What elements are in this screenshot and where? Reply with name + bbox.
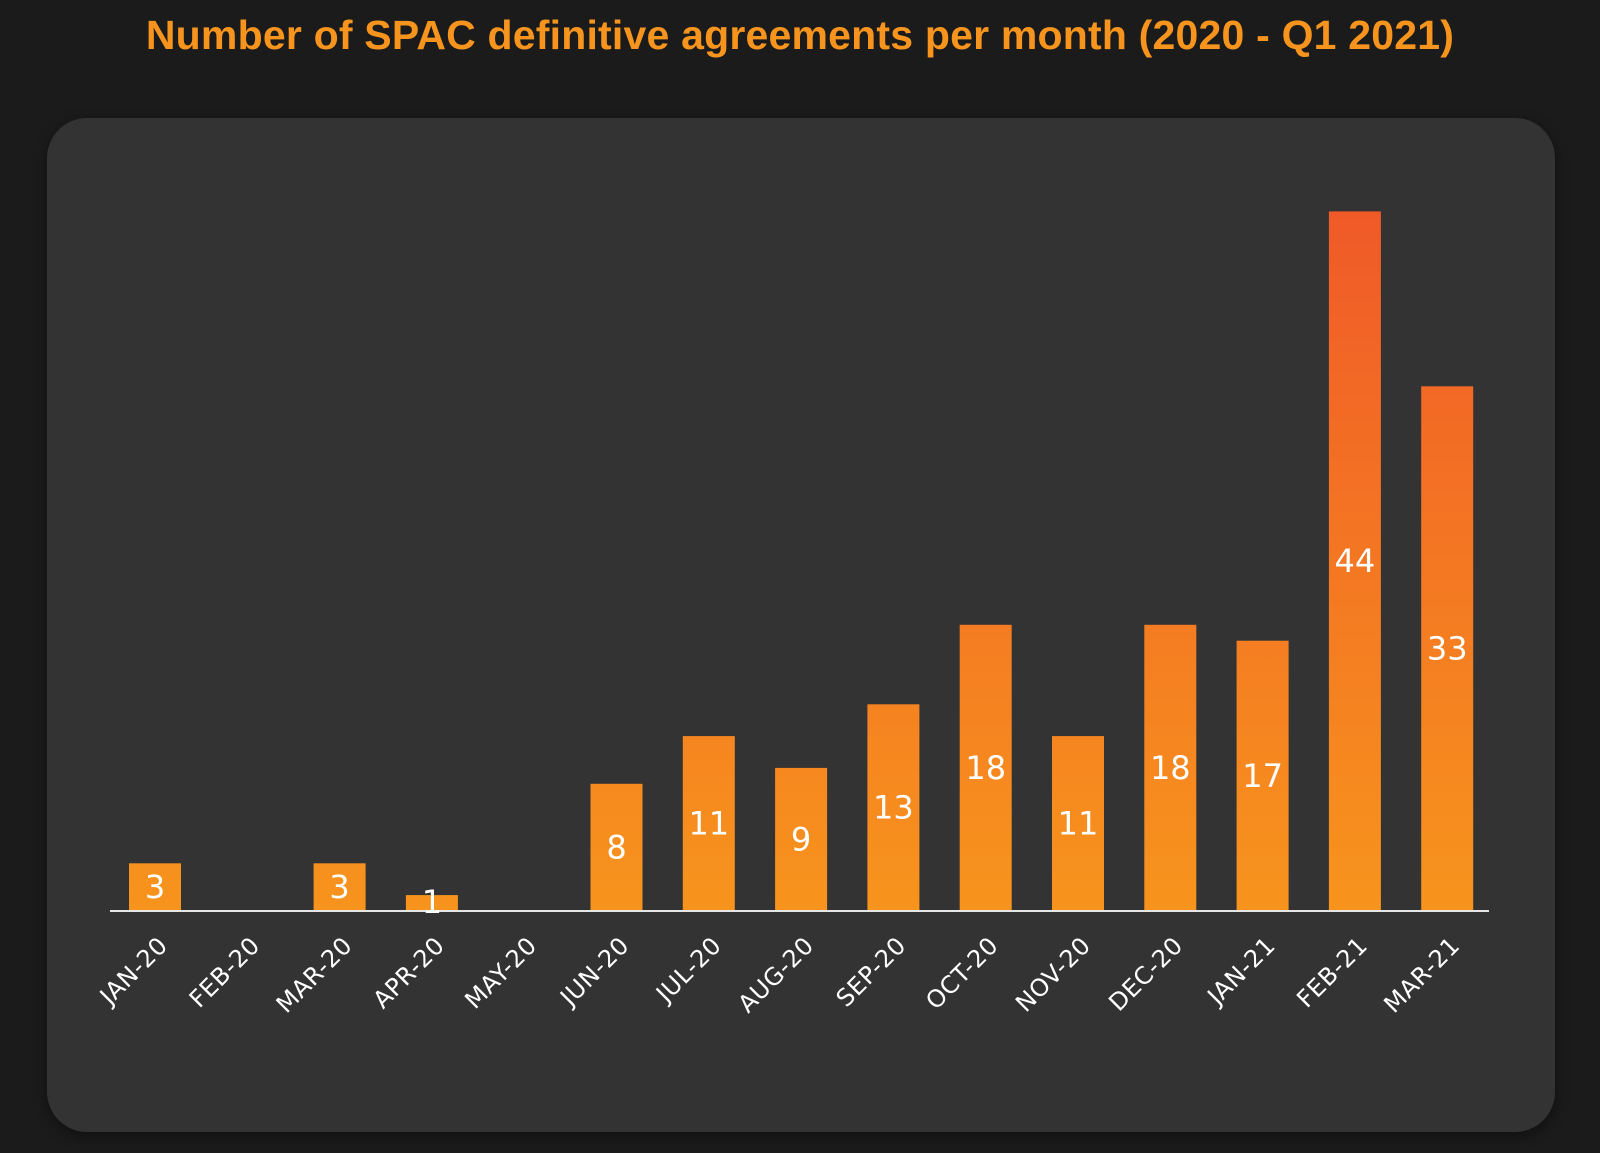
x-tick-label-dec-20: DEC-20 [1103, 931, 1188, 1016]
x-tick-label-apr-20: APR-20 [368, 931, 451, 1014]
bar-value-label-feb-21: 44 [1335, 542, 1376, 580]
bar-apr-20 [405, 895, 458, 911]
x-tick-label-sep-20: SEP-20 [831, 931, 912, 1012]
bar-value-label-mar-21: 33 [1427, 630, 1468, 668]
x-tick-label-jan-20: JAN-20 [93, 931, 173, 1011]
x-tick-label-aug-20: AUG-20 [733, 931, 820, 1018]
x-axis-tick-labels: JAN-20 FEB-20 MAR-20 APR-20 MAY-20 JUN-20 JUL-… [93, 931, 1465, 1018]
bar-value-label-oct-20: 18 [965, 749, 1006, 787]
bar-feb-21 [1328, 211, 1381, 911]
bar-oct-20 [959, 624, 1012, 911]
x-tick-label-oct-20: OCT-20 [920, 931, 1004, 1015]
x-tick-label-mar-21: MAR-21 [1378, 931, 1465, 1018]
bar-value-label-sep-20: 13 [873, 789, 914, 827]
bar-mar-20 [313, 863, 366, 911]
chart-title: Number of SPAC definitive agreements per… [145, 12, 1455, 58]
bar-jan-20 [129, 863, 181, 911]
x-tick-label-jun-20: JUN-20 [554, 931, 635, 1012]
bar-mar-21 [1421, 386, 1474, 911]
bar-jul-20 [682, 736, 735, 911]
bar-value-label-mar-20: 3 [329, 868, 349, 906]
x-tick-label-nov-20: NOV-20 [1010, 931, 1096, 1017]
x-tick-label-jul-20: JUL-20 [649, 931, 727, 1009]
bars-layer [129, 211, 1474, 911]
bar-value-label-aug-20: 9 [791, 821, 811, 859]
chart-panel: 3 3 1 8 11 9 13 18 11 18 17 44 33 JAN-20 FEB-20 MAR-20… [47, 118, 1555, 1132]
bar-jun-20 [590, 783, 643, 911]
bar-dec-20 [1144, 624, 1197, 911]
bar-value-label-jan-20: 3 [145, 868, 165, 906]
bar-value-label-nov-20: 11 [1058, 805, 1099, 843]
x-tick-label-feb-21: FEB-21 [1291, 931, 1373, 1013]
bar-jan-21 [1236, 640, 1289, 911]
bar-value-label-dec-20: 18 [1150, 749, 1191, 787]
bar-sep-20 [867, 704, 920, 911]
bar-value-label-apr-20: 1 [422, 883, 442, 921]
x-tick-label-may-20: MAY-20 [460, 931, 543, 1014]
x-tick-label-feb-20: FEB-20 [184, 931, 266, 1013]
x-tick-label-mar-20: MAR-20 [271, 931, 358, 1018]
bar-value-label-jun-20: 8 [606, 828, 626, 866]
bar-value-label-jul-20: 11 [688, 805, 729, 843]
bar-nov-20 [1052, 736, 1104, 911]
bar-value-label-jan-21: 17 [1242, 757, 1283, 795]
bar-aug-20 [775, 767, 828, 911]
x-tick-label-jan-21: JAN-21 [1201, 931, 1281, 1011]
